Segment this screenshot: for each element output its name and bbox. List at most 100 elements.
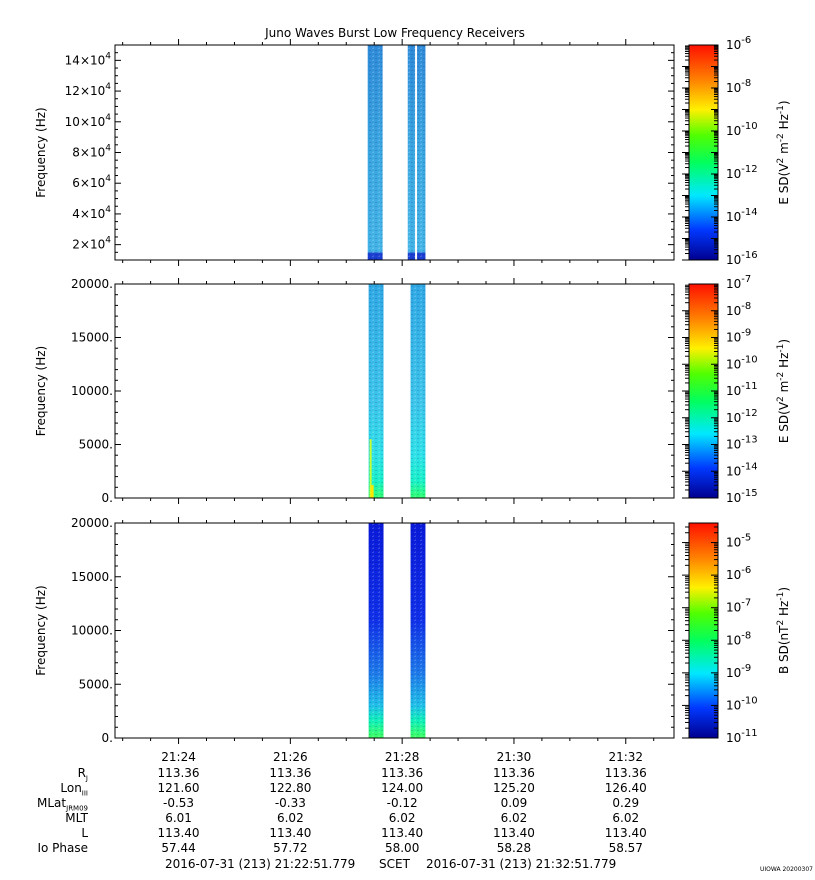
ephemeris-row: RJ 113.36 113.36 113.36 113.36 113.36 — [0, 766, 815, 783]
y-tick-label: 8×104 — [72, 144, 111, 160]
y-axis-label: Frequency (Hz) — [34, 346, 48, 437]
colorbar-tick-label: 10-6 — [726, 35, 751, 52]
plot-frame — [114, 44, 675, 261]
production-stamp: UIOWA 20200307 — [759, 866, 813, 873]
colorbar-tick-label: 10-11 — [726, 381, 758, 398]
ephemeris-value: 113.40 — [604, 826, 647, 840]
spectrogram-panel-3: 0. 5000. 10000. 15000. 20000. Frequency (Hz) 1… — [34, 516, 791, 745]
time-axis-labels: 21:24 21:26 21:28 21:30 21:32 — [161, 750, 643, 764]
spectrogram-panel-1: 2×104 4×104 6×104 8×104 10×104 12×104 14×104 Fr… — [34, 35, 791, 267]
colorbar-tick-label: 10-5 — [726, 533, 751, 550]
y-tick-label: 15000. — [71, 570, 113, 584]
colorbar-label: E SD(V2 m-2 Hz-1) — [776, 339, 791, 443]
ephemeris-row: MLT 6.01 6.02 6.02 6.02 6.02 — [0, 811, 815, 826]
ephemeris-label: MLatJRM09 — [37, 796, 88, 813]
ephemeris-value: -0.53 — [163, 796, 195, 810]
colorbar-tick-label: 10-8 — [726, 78, 751, 95]
y-tick-label: 15000. — [71, 331, 113, 345]
colorbar-label: B SD(nT2 Hz-1) — [776, 587, 791, 674]
ephemeris-value: 122.80 — [269, 781, 312, 795]
ephemeris-value: 57.44 — [161, 841, 196, 855]
ephemeris-label: LonIII — [60, 781, 88, 798]
emission-spike — [369, 439, 372, 498]
ephemeris-value: 6.02 — [388, 811, 416, 825]
ephemeris-value: 113.36 — [157, 766, 200, 780]
burst-texture — [368, 284, 384, 498]
ephemeris-label: RJ — [77, 766, 88, 783]
ephemeris-label: L — [81, 826, 88, 840]
ephemeris-value: 113.36 — [269, 766, 312, 780]
colorbar-label: E SD(V2 m-2 Hz-1) — [776, 100, 791, 204]
y-axis-label: Frequency (Hz) — [34, 585, 48, 676]
burst-texture — [407, 45, 416, 260]
time-tick-label: 21:26 — [273, 750, 308, 764]
plot-frame — [114, 522, 675, 739]
colorbar-tick-label: 10-14 — [726, 207, 758, 224]
colorbar-tick-label: 10-12 — [726, 164, 758, 181]
ephemeris-value: 124.00 — [381, 781, 424, 795]
chart-title: Juno Waves Burst Low Frequency Receivers — [264, 26, 525, 40]
colorbar-tick-label: 10-6 — [726, 565, 751, 582]
burst-texture — [417, 45, 426, 260]
colorbar-tick-label: 10-10 — [726, 354, 758, 371]
colorbar-tick-label: 10-9 — [726, 328, 751, 345]
burst-texture — [410, 284, 426, 498]
y-tick-label: 20000. — [71, 516, 113, 530]
ephemeris-value: 125.20 — [492, 781, 535, 795]
y-tick-label: 10000. — [71, 384, 113, 398]
burst-texture — [410, 523, 426, 738]
plot-frame — [114, 283, 675, 499]
spectrogram-panel-2: 0. 5000. 10000. 15000. 20000. Frequency (Hz) 1… — [34, 274, 791, 505]
ephemeris-row: L 113.40 113.40 113.40 113.40 113.40 — [0, 826, 815, 841]
ephemeris-value: 58.00 — [384, 841, 420, 855]
ephemeris-value: 121.60 — [157, 781, 200, 795]
y-tick-label: 4×104 — [72, 205, 111, 221]
y-tick-label: 20000. — [71, 277, 113, 291]
ephemeris-row: MLatJRM09 -0.53 -0.33 -0.12 0.09 0.29 — [0, 796, 815, 813]
ephemeris-value: 0.29 — [612, 796, 640, 810]
colorbar-tick-label: 10-8 — [726, 301, 751, 318]
ephemeris-label: Io Phase — [37, 841, 88, 855]
time-tick-label: 21:28 — [385, 750, 420, 764]
y-tick-label: 6×104 — [72, 174, 111, 190]
colorbar-tick-label: 10-9 — [726, 663, 751, 680]
end-time: 2016-07-31 (213) 21:32:51.779 — [426, 857, 617, 871]
colorbar-tick-label: 10-8 — [726, 630, 751, 647]
emission-spike — [370, 485, 374, 498]
colorbar-tick-label: 10-7 — [726, 598, 751, 615]
colorbar-tick-label: 10-14 — [726, 461, 758, 478]
y-tick-label: 12×104 — [65, 82, 112, 98]
ephemeris-value: 113.36 — [492, 766, 535, 780]
ephemeris-value: 113.36 — [381, 766, 424, 780]
start-time: 2016-07-31 (213) 21:22:51.779 — [165, 857, 356, 871]
colorbar-tick-label: 10-13 — [726, 435, 758, 452]
ephemeris-value: 0.09 — [500, 796, 528, 810]
y-axis-label: Frequency (Hz) — [34, 107, 48, 198]
ephemeris-value: 113.40 — [381, 826, 424, 840]
y-tick-label: 5000. — [79, 677, 113, 691]
y-tick-label: 14×104 — [65, 51, 112, 67]
ephemeris-value: 113.40 — [157, 826, 200, 840]
colorbar-tick-label: 10-7 — [726, 274, 751, 291]
y-tick-label: 0. — [102, 731, 113, 745]
ephemeris-value: 58.28 — [496, 841, 532, 855]
ephemeris-value: 113.40 — [269, 826, 312, 840]
ephemeris-row: Io Phase 57.44 57.72 58.00 58.28 58.57 — [0, 841, 815, 856]
time-tick-label: 21:32 — [608, 750, 643, 764]
time-tick-label: 21:30 — [497, 750, 532, 764]
ephemeris-value: 6.02 — [500, 811, 528, 825]
scet-label: SCET — [379, 857, 410, 871]
y-tick-label: 0. — [102, 491, 113, 505]
colorbar-tick-label: 10-10 — [726, 695, 758, 712]
burst-gap — [415, 45, 418, 260]
ephemeris-value: 126.40 — [604, 781, 647, 795]
ephemeris-value: 6.01 — [165, 811, 192, 825]
ephemeris-value: 6.02 — [612, 811, 640, 825]
ephemeris-row: LonIII 121.60 122.80 124.00 125.20 126.40 — [0, 781, 815, 798]
y-tick-label: 5000. — [79, 438, 113, 452]
burst-texture — [367, 45, 383, 260]
colorbar-tick-label: 10-12 — [726, 408, 758, 425]
ephemeris-value: 6.02 — [276, 811, 304, 825]
ephemeris-value: -0.12 — [386, 796, 418, 810]
